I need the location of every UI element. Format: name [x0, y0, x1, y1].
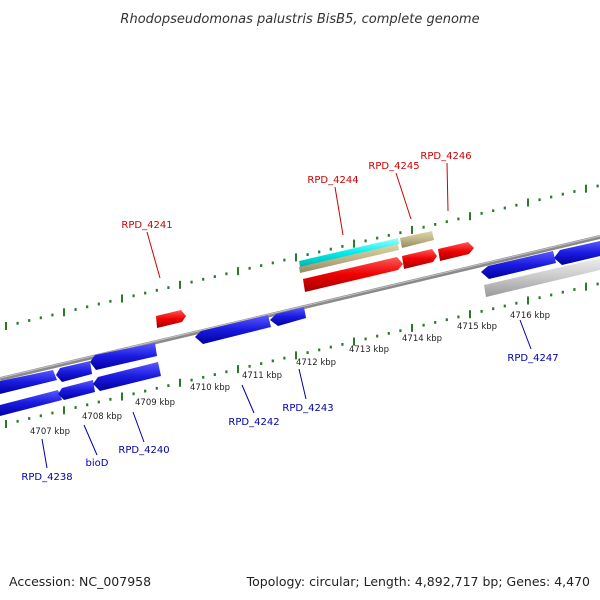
- kbp-label: 4713 kbp: [349, 345, 389, 355]
- gene-label-rpd-4242[interactable]: RPD_4242: [228, 417, 279, 428]
- gene-rpd-4245-tan-arrow[interactable]: [400, 231, 434, 248]
- gene-grey-arrow[interactable]: [484, 258, 600, 297]
- gene-rpd-4246-arrow[interactable]: [438, 242, 474, 261]
- gene-biod-arrow-bottom[interactable]: [58, 380, 95, 400]
- gene-label-rpd-4243[interactable]: RPD_4243: [282, 403, 333, 414]
- gene-label-rpd-4247[interactable]: RPD_4247: [507, 353, 558, 364]
- gene-rpd-4242-arrow[interactable]: [195, 315, 271, 344]
- gene-label-biod[interactable]: bioD: [86, 458, 109, 469]
- gene-label-rpd-4240[interactable]: RPD_4240: [118, 445, 169, 456]
- leader-line-rpd-4241: [146, 231, 161, 279]
- gene-label-rpd-4238[interactable]: RPD_4238: [21, 472, 72, 483]
- gene-rpd-4238-arrow-top[interactable]: [0, 370, 57, 394]
- accession-text: Accession: NC_007958: [9, 574, 151, 589]
- gene-rpd-4238-arrow-bottom[interactable]: [0, 390, 62, 416]
- kbp-label: 4715 kbp: [457, 322, 497, 332]
- kbp-label: 4708 kbp: [82, 412, 122, 422]
- kbp-label: 4710 kbp: [190, 383, 230, 393]
- gene-biod-arrow[interactable]: [56, 361, 92, 382]
- gene-rpd-4244-cyan-arrow[interactable]: [299, 238, 399, 267]
- gene-label-rpd-4246[interactable]: RPD_4246: [420, 151, 471, 162]
- page-title: Rhodopseudomonas palustris BisB5, comple…: [120, 12, 479, 27]
- kbp-label: 4712 kbp: [296, 358, 336, 368]
- position-labels: 4707 kbp 4708 kbp 4709 kbp 4710 kbp 4711 kbp…: [30, 311, 550, 437]
- kbp-label: 4714 kbp: [402, 334, 442, 344]
- gene-rpd-4241-arrow[interactable]: [156, 310, 186, 328]
- leader-line-rpd-4247: [519, 319, 532, 350]
- leader-line-rpd-4246: [446, 162, 449, 212]
- gene-rpd-4244-tan-arrow[interactable]: [299, 244, 399, 273]
- leader-line-rpd-4245: [395, 172, 412, 220]
- forward-strand-genes: [156, 231, 474, 328]
- leader-line-biod: [83, 424, 98, 456]
- gene-label-rpd-4241[interactable]: RPD_4241: [121, 220, 172, 231]
- gene-rpd-4240-arrow-top[interactable]: [90, 343, 157, 370]
- kbp-label: 4711 kbp: [242, 371, 282, 381]
- kbp-label: 4709 kbp: [135, 398, 175, 408]
- leader-line-rpd-4240: [132, 411, 145, 443]
- kbp-label: 4707 kbp: [30, 427, 70, 437]
- gene-label-rpd-4245[interactable]: RPD_4245: [368, 161, 419, 172]
- gene-red-arrow-large[interactable]: [303, 257, 403, 292]
- reverse-strand-genes: [0, 241, 600, 416]
- upper-tick-track: [5, 184, 599, 330]
- leader-line-rpd-4242: [241, 384, 255, 414]
- gene-rpd-4243-arrow[interactable]: [270, 307, 306, 326]
- gene-rpd-4247-arrow-right[interactable]: [554, 241, 600, 265]
- kbp-label: 4716 kbp: [510, 311, 550, 321]
- leader-line-rpd-4244: [334, 186, 344, 236]
- gene-rpd-4245-arrow[interactable]: [402, 249, 437, 269]
- gene-label-rpd-4244[interactable]: RPD_4244: [307, 175, 358, 186]
- leader-line-rpd-4243: [298, 368, 307, 400]
- gene-rpd-4247-arrow[interactable]: [481, 251, 556, 279]
- genome-summary-text: Topology: circular; Length: 4,892,717 bp…: [246, 574, 590, 589]
- lower-tick-track: [5, 282, 599, 428]
- gene-rpd-4240-arrow-bottom[interactable]: [93, 362, 161, 391]
- leader-line-rpd-4238: [41, 438, 48, 469]
